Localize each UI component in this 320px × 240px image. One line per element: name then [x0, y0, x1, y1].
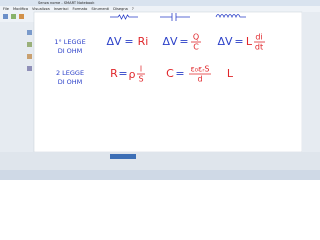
formula-part: Ri [138, 35, 149, 48]
row-label: DI OHM [58, 47, 83, 55]
row-label: 1° LEGGE [54, 38, 85, 46]
formula-part: = [118, 67, 127, 80]
formula-part: ΔV [106, 35, 122, 48]
tool-icon[interactable] [19, 14, 24, 19]
toolbar [0, 12, 34, 22]
menu-item[interactable]: Modifica [13, 7, 28, 11]
menu-item[interactable]: Visualizza [32, 7, 50, 11]
numerator: ε₀εᵣS [190, 65, 209, 74]
capacitor-symbol [160, 13, 190, 21]
menu-item[interactable]: Formato [73, 7, 88, 11]
screen: Senza nome - SMART Notebook File Modifica… [0, 0, 320, 180]
status-bar [0, 152, 320, 170]
right-panel [302, 12, 320, 152]
recognize-button[interactable] [110, 154, 136, 159]
formula-part: = [124, 35, 133, 48]
tool-icon[interactable] [11, 14, 16, 19]
sidebar-icons [27, 30, 32, 71]
formula-part: ΔV [217, 35, 233, 48]
menu: File Modifica Visualizza Inserisci Formato St… [3, 7, 134, 11]
formula-part: C [166, 67, 174, 80]
side-icon[interactable] [27, 54, 32, 59]
formula-part: ρ [129, 68, 136, 81]
formula-part: R [110, 67, 118, 80]
formula-part: = [175, 67, 184, 80]
denominator: C [193, 43, 199, 52]
row-label: 2 LEGGE [56, 69, 84, 77]
taskbar [0, 170, 320, 180]
menu-item[interactable]: ? [132, 7, 134, 11]
resistor-symbol [110, 14, 138, 20]
formula-part: L [227, 67, 234, 80]
formula-part: = [234, 35, 243, 48]
title-bar [0, 0, 320, 6]
denominator: d [197, 75, 202, 84]
page [33, 11, 303, 153]
tool-icon[interactable] [3, 14, 8, 19]
side-icon[interactable] [27, 42, 32, 47]
side-icon[interactable] [27, 66, 32, 71]
menu-item[interactable]: Disegna [113, 7, 128, 11]
window-title: Senza nome - SMART Notebook [38, 1, 95, 5]
menu-item[interactable]: Strumenti [91, 7, 109, 11]
numerator: l [140, 65, 142, 74]
denominator: dt [255, 43, 263, 52]
sidebar [0, 22, 34, 152]
menu-item[interactable]: Inserisci [54, 7, 69, 11]
formula-part: L [246, 35, 253, 48]
inductor-symbol [215, 14, 246, 19]
toolbar-icons [3, 14, 24, 19]
formula-part: ΔV [162, 35, 178, 48]
formula-part: = [179, 35, 188, 48]
row-label: DI OHM [58, 78, 83, 86]
menu-bar [0, 6, 320, 12]
numerator: di [255, 33, 262, 42]
numerator: Q [193, 33, 199, 42]
circuit-symbols [110, 13, 246, 21]
denominator: S [138, 75, 143, 84]
side-icon[interactable] [27, 30, 32, 35]
menu-item[interactable]: File [3, 7, 10, 11]
